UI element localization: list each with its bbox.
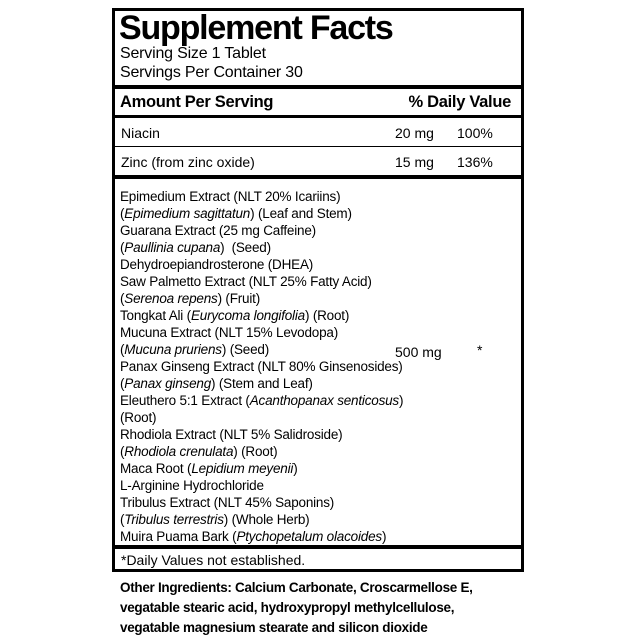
ingredient-line: (Root) — [120, 409, 517, 426]
nutrient-daily-value: 136% — [457, 154, 493, 170]
nutrient-row: Zinc (from zinc oxide) 15 mg 136% — [115, 146, 521, 175]
nutrient-row: Niacin 20 mg 100% — [115, 118, 521, 146]
botanical-name: Lepidium meyenii — [191, 461, 294, 476]
botanical-name: Epimedium sagittatun — [124, 206, 251, 221]
ingredient-line: (Epimedium sagittatun) (Leaf and Stem) — [120, 205, 517, 222]
other-ingredients-line: Other Ingredients: Calcium Carbonate, Cr… — [120, 580, 473, 595]
nutrient-rows: Niacin 20 mg 100% Zinc (from zinc oxide) 15 … — [115, 118, 521, 175]
blend-ingredient-list: 500 mg * Epimedium Extract (NLT 20% Icar… — [115, 179, 521, 545]
nutrient-amount: 20 mg — [395, 125, 434, 141]
ingredient-text: ) (Stem and Leaf) — [211, 376, 313, 391]
divider-thick-mid — [115, 175, 521, 179]
ingredient-text: ( — [120, 342, 125, 357]
nutrient-name: Zinc (from zinc oxide) — [121, 154, 255, 170]
ingredient-text: Tribulus Extract (NLT 45% Saponins) — [120, 495, 335, 510]
ingredient-text: ) — [381, 529, 387, 544]
ingredient-text: Eleuthero 5:1 Extract ( — [120, 393, 250, 408]
ingredient-line: (Panax ginseng) (Stem and Leaf) — [120, 375, 517, 392]
ingredient-text: ) (Seed) — [220, 240, 271, 255]
ingredient-text: ( — [120, 444, 125, 459]
botanical-name: Paullinia cupana — [124, 240, 221, 255]
ingredient-line: Eleuthero 5:1 Extract (Acanthopanax sent… — [120, 392, 517, 409]
botanical-name: Rhodiola crenulata — [124, 444, 234, 459]
other-ingredients: Other Ingredients: Calcium Carbonate, Cr… — [120, 578, 550, 638]
ingredient-text: Saw Palmetto Extract (NLT 25% Fatty Acid… — [120, 274, 372, 289]
ingredient-text: ) (Root) — [304, 308, 350, 323]
botanical-name: Eurycoma longifolia — [190, 308, 305, 323]
ingredient-line: Rhodiola Extract (NLT 5% Salidroside) — [120, 426, 517, 443]
botanical-name: Serenoa repens — [124, 291, 218, 306]
ingredient-text: ( — [120, 291, 125, 306]
botanical-name: Tribulus terrestris — [124, 512, 224, 527]
blend-amount: 500 mg — [395, 344, 442, 360]
ingredient-line: (Serenoa repens) (Fruit) — [120, 290, 517, 307]
ingredient-text: Dehydroepiandrosterone (DHEA) — [120, 257, 314, 272]
ingredient-text: ) — [398, 393, 404, 408]
botanical-name: Panax ginseng — [124, 376, 212, 391]
ingredient-text: L-Arginine Hydrochloride — [120, 478, 264, 493]
ingredient-text: ( — [120, 206, 125, 221]
nutrient-daily-value: 100% — [457, 125, 493, 141]
ingredient-text: ) (Fruit) — [217, 291, 261, 306]
nutrient-name: Niacin — [121, 125, 160, 141]
ingredient-line: Dehydroepiandrosterone (DHEA) — [120, 256, 517, 273]
ingredient-text: Guarana Extract (25 mg Caffeine) — [120, 223, 316, 238]
ingredient-line: Tribulus Extract (NLT 45% Saponins) — [120, 494, 517, 511]
ingredient-text: Panax Ginseng Extract (NLT 80% Ginsenosi… — [120, 359, 403, 374]
ingredient-line: Panax Ginseng Extract (NLT 80% Ginsenosi… — [120, 358, 517, 375]
ingredient-text: ( — [120, 376, 125, 391]
ingredient-line: Mucuna Extract (NLT 15% Levodopa) — [120, 324, 517, 341]
ingredient-line: Guarana Extract (25 mg Caffeine) — [120, 222, 517, 239]
panel-title: Supplement Facts — [119, 9, 394, 47]
ingredient-line: Epimedium Extract (NLT 20% Icariins) — [120, 188, 517, 205]
ingredient-line: L-Arginine Hydrochloride — [120, 477, 517, 494]
blend-daily-value-asterisk: * — [477, 342, 483, 358]
divider-under-header — [115, 115, 521, 118]
ingredient-text: ) (Whole Herb) — [223, 512, 310, 527]
daily-value-footnote: *Daily Values not established. — [121, 552, 306, 568]
divider-thick-bottom — [115, 545, 521, 549]
ingredient-text: ) (Root) — [233, 444, 278, 459]
ingredient-text: ( — [120, 512, 125, 527]
ingredient-line: (Mucuna pruriens) (Seed) — [120, 341, 517, 358]
other-ingredients-line: vegatable stearic acid, hydroxypropyl me… — [120, 600, 455, 615]
servings-per-container: Servings Per Container 30 — [120, 64, 303, 81]
ingredient-text: Rhodiola Extract (NLT 5% Salidroside) — [120, 427, 343, 442]
ingredient-text: Mucuna Extract (NLT 15% Levodopa) — [120, 325, 339, 340]
ingredient-text: Maca Root ( — [120, 461, 192, 476]
ingredient-line: (Tribulus terrestris) (Whole Herb) — [120, 511, 517, 528]
ingredient-line: Tongkat Ali (Eurycoma longifolia) (Root) — [120, 307, 517, 324]
ingredient-text: (Root) — [120, 410, 157, 425]
other-ingredients-line: vegatable magnesium stearate and silicon… — [120, 620, 428, 635]
serving-size: Serving Size 1 Tablet — [120, 45, 266, 62]
ingredient-text: ) (Leaf and Stem) — [250, 206, 352, 221]
ingredient-line: Maca Root (Lepidium meyenii) — [120, 460, 517, 477]
ingredient-text: Tongkat Ali ( — [120, 308, 191, 323]
daily-value-header: % Daily Value — [408, 92, 512, 111]
divider-thick-top — [115, 85, 521, 89]
ingredient-line: (Rhodiola crenulata) (Root) — [120, 443, 517, 460]
ingredient-text: ) (Seed) — [221, 342, 270, 357]
botanical-name: Mucuna pruriens — [124, 342, 222, 357]
column-header-row: Amount Per Serving % Daily Value — [115, 89, 521, 115]
ingredient-text: ) — [293, 461, 298, 476]
amount-per-serving-header: Amount Per Serving — [120, 92, 274, 111]
botanical-name: Ptychopetalum olacoides — [236, 529, 382, 544]
botanical-name: Acanthopanax senticosus — [249, 393, 399, 408]
ingredient-line: (Paullinia cupana) (Seed) — [120, 239, 517, 256]
ingredient-line: Muira Puama Bark (Ptychopetalum olacoide… — [120, 528, 517, 545]
ingredient-text: Epimedium Extract (NLT 20% Icariins) — [120, 189, 341, 204]
nutrient-amount: 15 mg — [395, 154, 434, 170]
ingredient-line: Saw Palmetto Extract (NLT 25% Fatty Acid… — [120, 273, 517, 290]
ingredient-text: ( — [120, 240, 125, 255]
ingredient-text: Muira Puama Bark ( — [120, 529, 237, 544]
supplement-facts-panel: Supplement Facts Serving Size 1 Tablet S… — [112, 8, 524, 572]
